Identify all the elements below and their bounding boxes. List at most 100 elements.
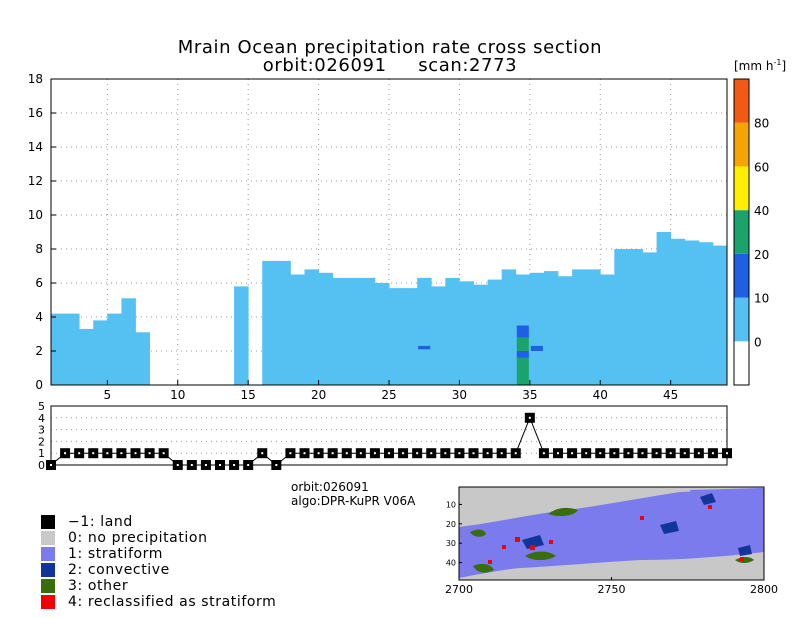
strip-marker-center: [106, 452, 109, 455]
colorbar-swatch: [734, 341, 749, 385]
title-line1: Mrain Ocean precipitation rate cross sec…: [177, 37, 603, 58]
colorbar-swatch: [734, 253, 749, 298]
colorbar: 0 10 20 40 60 80: [733, 78, 769, 386]
strip-marker-center: [233, 464, 236, 466]
strip-y-label: 2: [38, 435, 45, 448]
colorbar-unit: [mm h-1]: [734, 58, 787, 73]
rain-column: [346, 277, 362, 385]
cross-section-plot: 5 10 15 20 25 30 35 40 45 0 2 4 6 8 10 12 14 16 18: [28, 72, 728, 402]
rain-column: [262, 260, 277, 385]
strip-marker-center: [148, 452, 151, 455]
rain-column: [403, 288, 418, 385]
rain-column: [529, 272, 545, 385]
x-tick-label: 25: [381, 388, 396, 402]
rain-column: [698, 242, 714, 385]
legend-item: 2: convective: [41, 562, 276, 578]
legend-item: −1: land: [41, 514, 276, 530]
rain-column: [389, 288, 404, 385]
rain-column: [572, 269, 587, 385]
legend-item: 0: no precipitation: [41, 530, 276, 546]
x-tick-label: 5: [104, 388, 112, 402]
strip-marker-center: [64, 452, 67, 455]
map-x-label: 2750: [598, 583, 626, 596]
convective-cell: [516, 325, 529, 338]
legend-item: 4: reclassified as stratiform: [41, 594, 276, 610]
strip-marker-center: [613, 452, 616, 455]
strip-marker-center: [176, 464, 179, 466]
x-tick-label: 45: [663, 388, 678, 402]
strip-marker-center: [571, 452, 574, 455]
strip-marker-center: [303, 452, 306, 455]
rain-column: [712, 245, 728, 385]
strip-marker-center: [120, 452, 123, 455]
rain-column: [501, 269, 517, 385]
convective-cell: [418, 345, 431, 350]
map-y-label: 30: [446, 539, 456, 548]
rain-column: [487, 279, 503, 385]
strip-y-label: 4: [38, 412, 45, 425]
rain-column: [642, 252, 657, 385]
rain-column: [51, 313, 66, 385]
strip-marker-center: [317, 452, 320, 455]
y-tick-label: 10: [28, 208, 43, 222]
convective-cell: [516, 357, 529, 385]
strip-marker-center: [289, 452, 292, 455]
rain-column: [93, 320, 108, 385]
rain-column: [290, 274, 305, 385]
strip-marker-center: [683, 452, 686, 455]
rain-column: [431, 286, 446, 385]
legend-swatch-stratiform: [41, 547, 55, 561]
strip-marker-center: [78, 452, 81, 455]
map-region: [660, 521, 679, 534]
y-tick-label: 8: [35, 242, 43, 256]
x-tick-label: 15: [241, 388, 256, 402]
map-y-label: 40: [446, 559, 456, 568]
map-x-label: 2800: [750, 583, 778, 596]
strip-marker-center: [486, 452, 489, 455]
strip-marker-center: [402, 452, 405, 455]
strip-marker-center: [331, 452, 334, 455]
legend-swatch-reclassified: [41, 595, 55, 609]
strip-marker-center: [627, 452, 630, 455]
info-orbit: orbit:026091: [291, 480, 369, 494]
strip-marker-center: [444, 452, 447, 455]
map-region: [700, 493, 716, 505]
legend-swatch-no-precip: [41, 531, 55, 545]
strip-marker-center: [359, 452, 362, 455]
rain-column: [417, 277, 432, 385]
strip-marker-center: [557, 452, 559, 455]
colorbar-label: 20: [754, 248, 769, 262]
map-region: [470, 529, 486, 537]
rain-column: [586, 269, 601, 385]
map-region: [548, 507, 578, 517]
strip-marker-center: [528, 416, 531, 419]
info-algo: algo:DPR-KuPR V06A: [291, 494, 416, 508]
colorbar-label: 0: [754, 335, 762, 349]
colorbar-swatch: [734, 79, 749, 123]
colorbar-swatch: [734, 210, 749, 254]
rain-column: [543, 271, 559, 385]
rain-column: [614, 249, 629, 385]
rain-column: [558, 276, 573, 385]
strip-marker-center: [726, 452, 728, 455]
rain-column: [332, 277, 348, 385]
rain-column: [79, 328, 94, 385]
strip-marker-center: [599, 452, 602, 455]
strip-marker-center: [416, 452, 419, 455]
x-tick-label: 40: [593, 388, 608, 402]
strip-marker-center: [697, 452, 700, 455]
colorbar-label: 80: [754, 117, 769, 131]
strip-y-label: 1: [38, 447, 45, 460]
title-line2: orbit:026091 scan:2773: [262, 55, 518, 76]
map-y-label: 20: [446, 520, 456, 529]
convective-cell: [516, 351, 529, 358]
rain-column: [628, 249, 643, 385]
strip-marker-center: [711, 452, 714, 455]
strip-marker-center: [190, 464, 193, 466]
convective-cell: [516, 337, 529, 351]
y-tick-label: 6: [35, 276, 43, 290]
map-region: [525, 551, 556, 561]
y-tick-label: 18: [28, 72, 43, 86]
rain-column: [135, 332, 150, 385]
